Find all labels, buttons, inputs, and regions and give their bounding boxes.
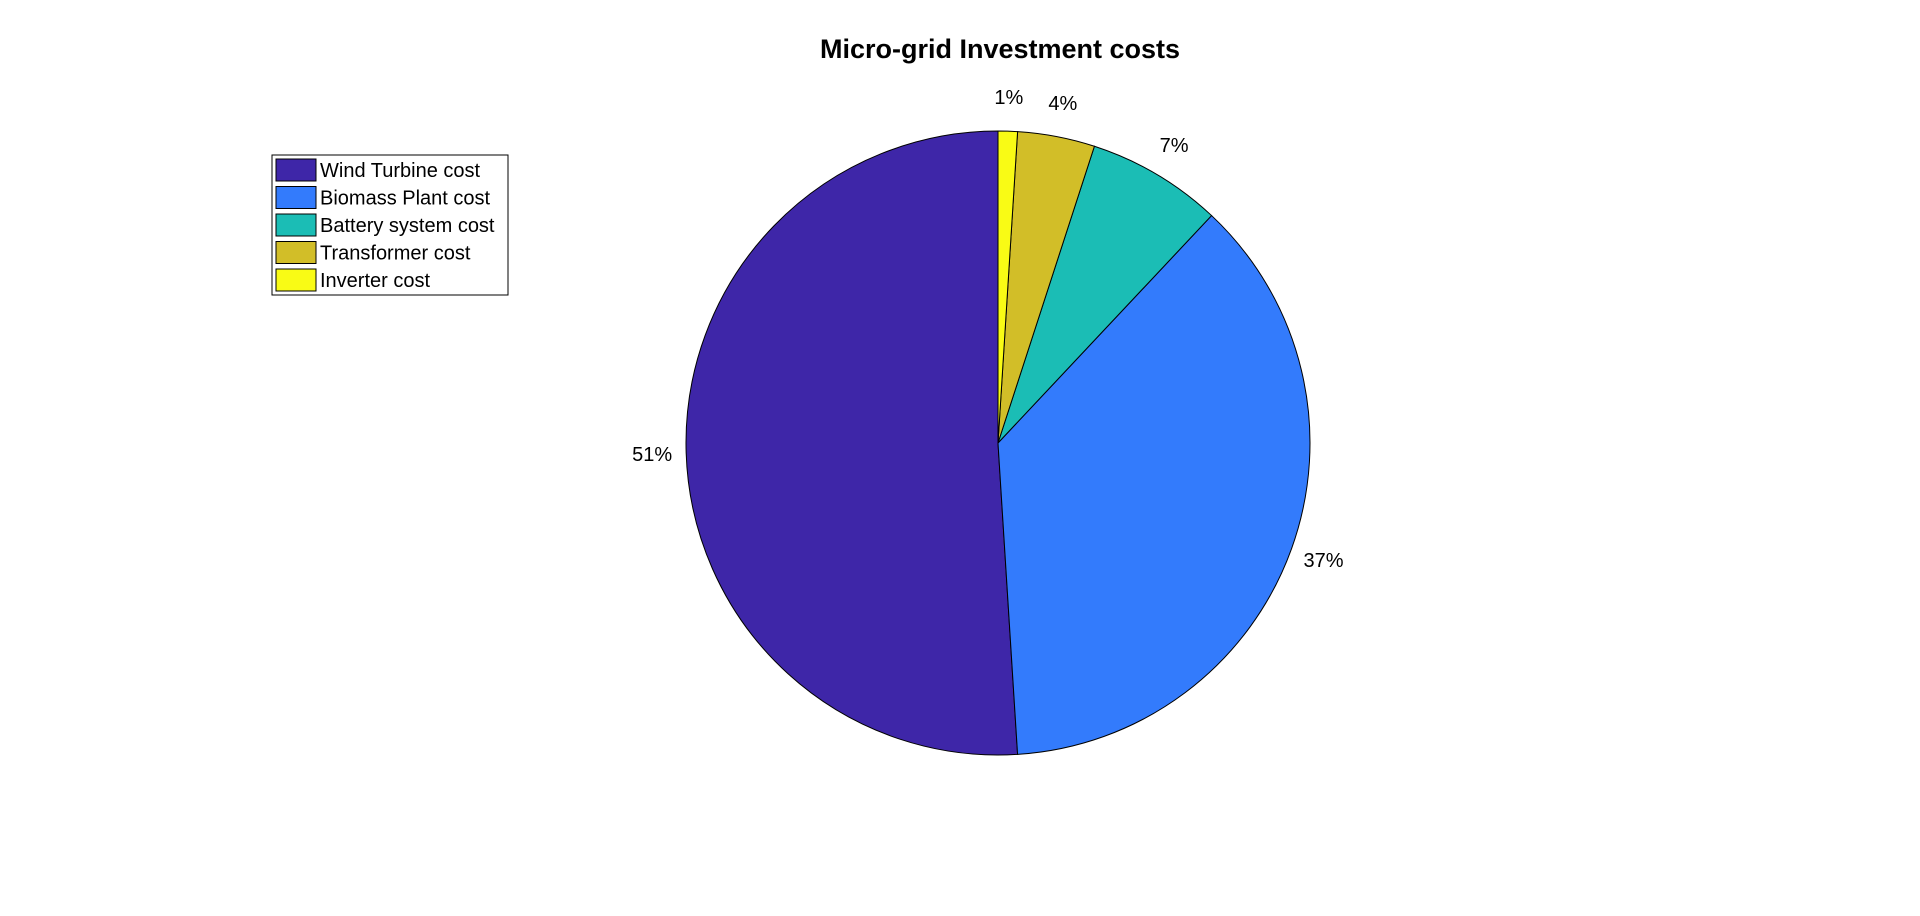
legend: Wind Turbine cost Biomass Plant cost Batte… (271, 154, 509, 296)
legend-label-3: Transformer cost (320, 243, 471, 265)
legend-swatch-1 (275, 186, 317, 209)
pie-percent-label-0: 51% (632, 444, 672, 466)
legend-label-4: Inverter cost (320, 270, 430, 292)
pie-percent-labels: 51% 37% 7% 4% 1% (632, 87, 1344, 572)
chart-title: Micro-grid Investment costs (820, 34, 1180, 64)
pie-percent-label-2: 7% (1160, 135, 1189, 157)
legend-swatch-0 (275, 158, 317, 182)
pie-slices (685, 130, 1311, 756)
pie-percent-label-3: 4% (1048, 93, 1077, 115)
legend-swatch-2 (275, 213, 317, 237)
legend-swatch-4 (275, 268, 317, 292)
legend-label-2: Battery system cost (320, 215, 495, 237)
pie-slice-4 (997, 130, 1019, 444)
legend-label-0: Wind Turbine cost (320, 160, 481, 182)
pie-slice-2 (997, 145, 1213, 444)
pie-percent-label-1: 37% (1304, 550, 1344, 572)
pie-slice-0 (685, 130, 1019, 756)
legend-swatch-3 (275, 241, 317, 264)
pie-slice-1 (997, 214, 1311, 755)
pie-percent-label-4: 1% (994, 87, 1023, 109)
legend-label-1: Biomass Plant cost (320, 188, 491, 210)
